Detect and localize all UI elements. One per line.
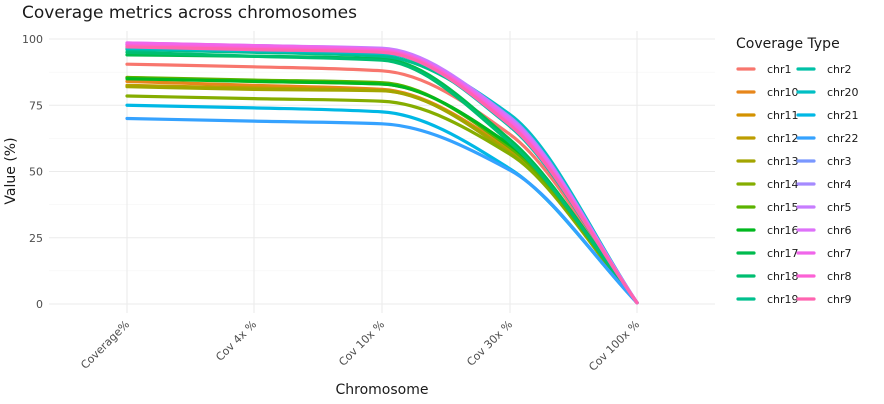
y-tick-label: 0 bbox=[36, 298, 43, 311]
legend-label-chr14: chr14 bbox=[767, 178, 799, 191]
legend-label-chr16: chr16 bbox=[767, 224, 799, 237]
y-tick-label: 100 bbox=[22, 33, 43, 46]
series-line-chr22 bbox=[125, 116, 639, 305]
y-axis-title: Value (%) bbox=[3, 137, 19, 204]
y-tick-label: 50 bbox=[29, 166, 43, 179]
series-lines bbox=[125, 41, 639, 305]
legend: chr1 chr10 chr11 chr12 chr13 chr14 chr15 chr16 c… bbox=[736, 63, 859, 306]
x-axis-ticks: Coverage% Cov 4x % Cov 10x % Cov 30x % Cov 1… bbox=[78, 318, 642, 374]
series-line-chr9 bbox=[125, 45, 639, 305]
y-tick-label: 25 bbox=[29, 232, 43, 245]
legend-label-chr22: chr22 bbox=[827, 132, 859, 145]
legend-label-chr5: chr5 bbox=[827, 201, 852, 214]
series-line-chr18 bbox=[125, 50, 639, 305]
legend-label-chr13: chr13 bbox=[767, 155, 799, 168]
legend-label-chr3: chr3 bbox=[827, 155, 852, 168]
legend-label-chr1: chr1 bbox=[767, 63, 792, 76]
y-tick-label: 75 bbox=[29, 99, 43, 112]
x-tick-label: Cov 10x % bbox=[336, 318, 387, 369]
legend-label-chr19: chr19 bbox=[767, 293, 799, 306]
legend-label-chr17: chr17 bbox=[767, 247, 799, 260]
legend-title: Coverage Type bbox=[736, 36, 840, 52]
legend-label-chr7: chr7 bbox=[827, 247, 852, 260]
x-axis-title: Chromosome bbox=[336, 382, 429, 398]
chart-title: Coverage metrics across chromosomes bbox=[22, 3, 357, 23]
legend-label-chr20: chr20 bbox=[827, 86, 859, 99]
x-tick-label: Cov 4x % bbox=[213, 318, 259, 364]
x-tick-label: Cov 100x % bbox=[586, 318, 642, 374]
legend-label-chr8: chr8 bbox=[827, 270, 852, 283]
series-line-chr1 bbox=[125, 62, 639, 305]
legend-label-chr21: chr21 bbox=[827, 109, 859, 122]
legend-label-chr2: chr2 bbox=[827, 63, 852, 76]
x-tick-label: Cov 30x % bbox=[464, 318, 515, 369]
y-axis-ticks: 0 25 50 75 100 bbox=[22, 33, 43, 311]
legend-label-chr12: chr12 bbox=[767, 132, 799, 145]
legend-label-chr11: chr11 bbox=[767, 109, 799, 122]
legend-label-chr6: chr6 bbox=[827, 224, 852, 237]
x-tick-label: Coverage% bbox=[78, 318, 132, 372]
legend-label-chr4: chr4 bbox=[827, 178, 852, 191]
legend-label-chr18: chr18 bbox=[767, 270, 799, 283]
legend-label-chr10: chr10 bbox=[767, 86, 799, 99]
series-line-chr14 bbox=[125, 94, 639, 305]
legend-label-chr15: chr15 bbox=[767, 201, 799, 214]
legend-label-chr9: chr9 bbox=[827, 293, 852, 306]
grid bbox=[49, 31, 715, 313]
